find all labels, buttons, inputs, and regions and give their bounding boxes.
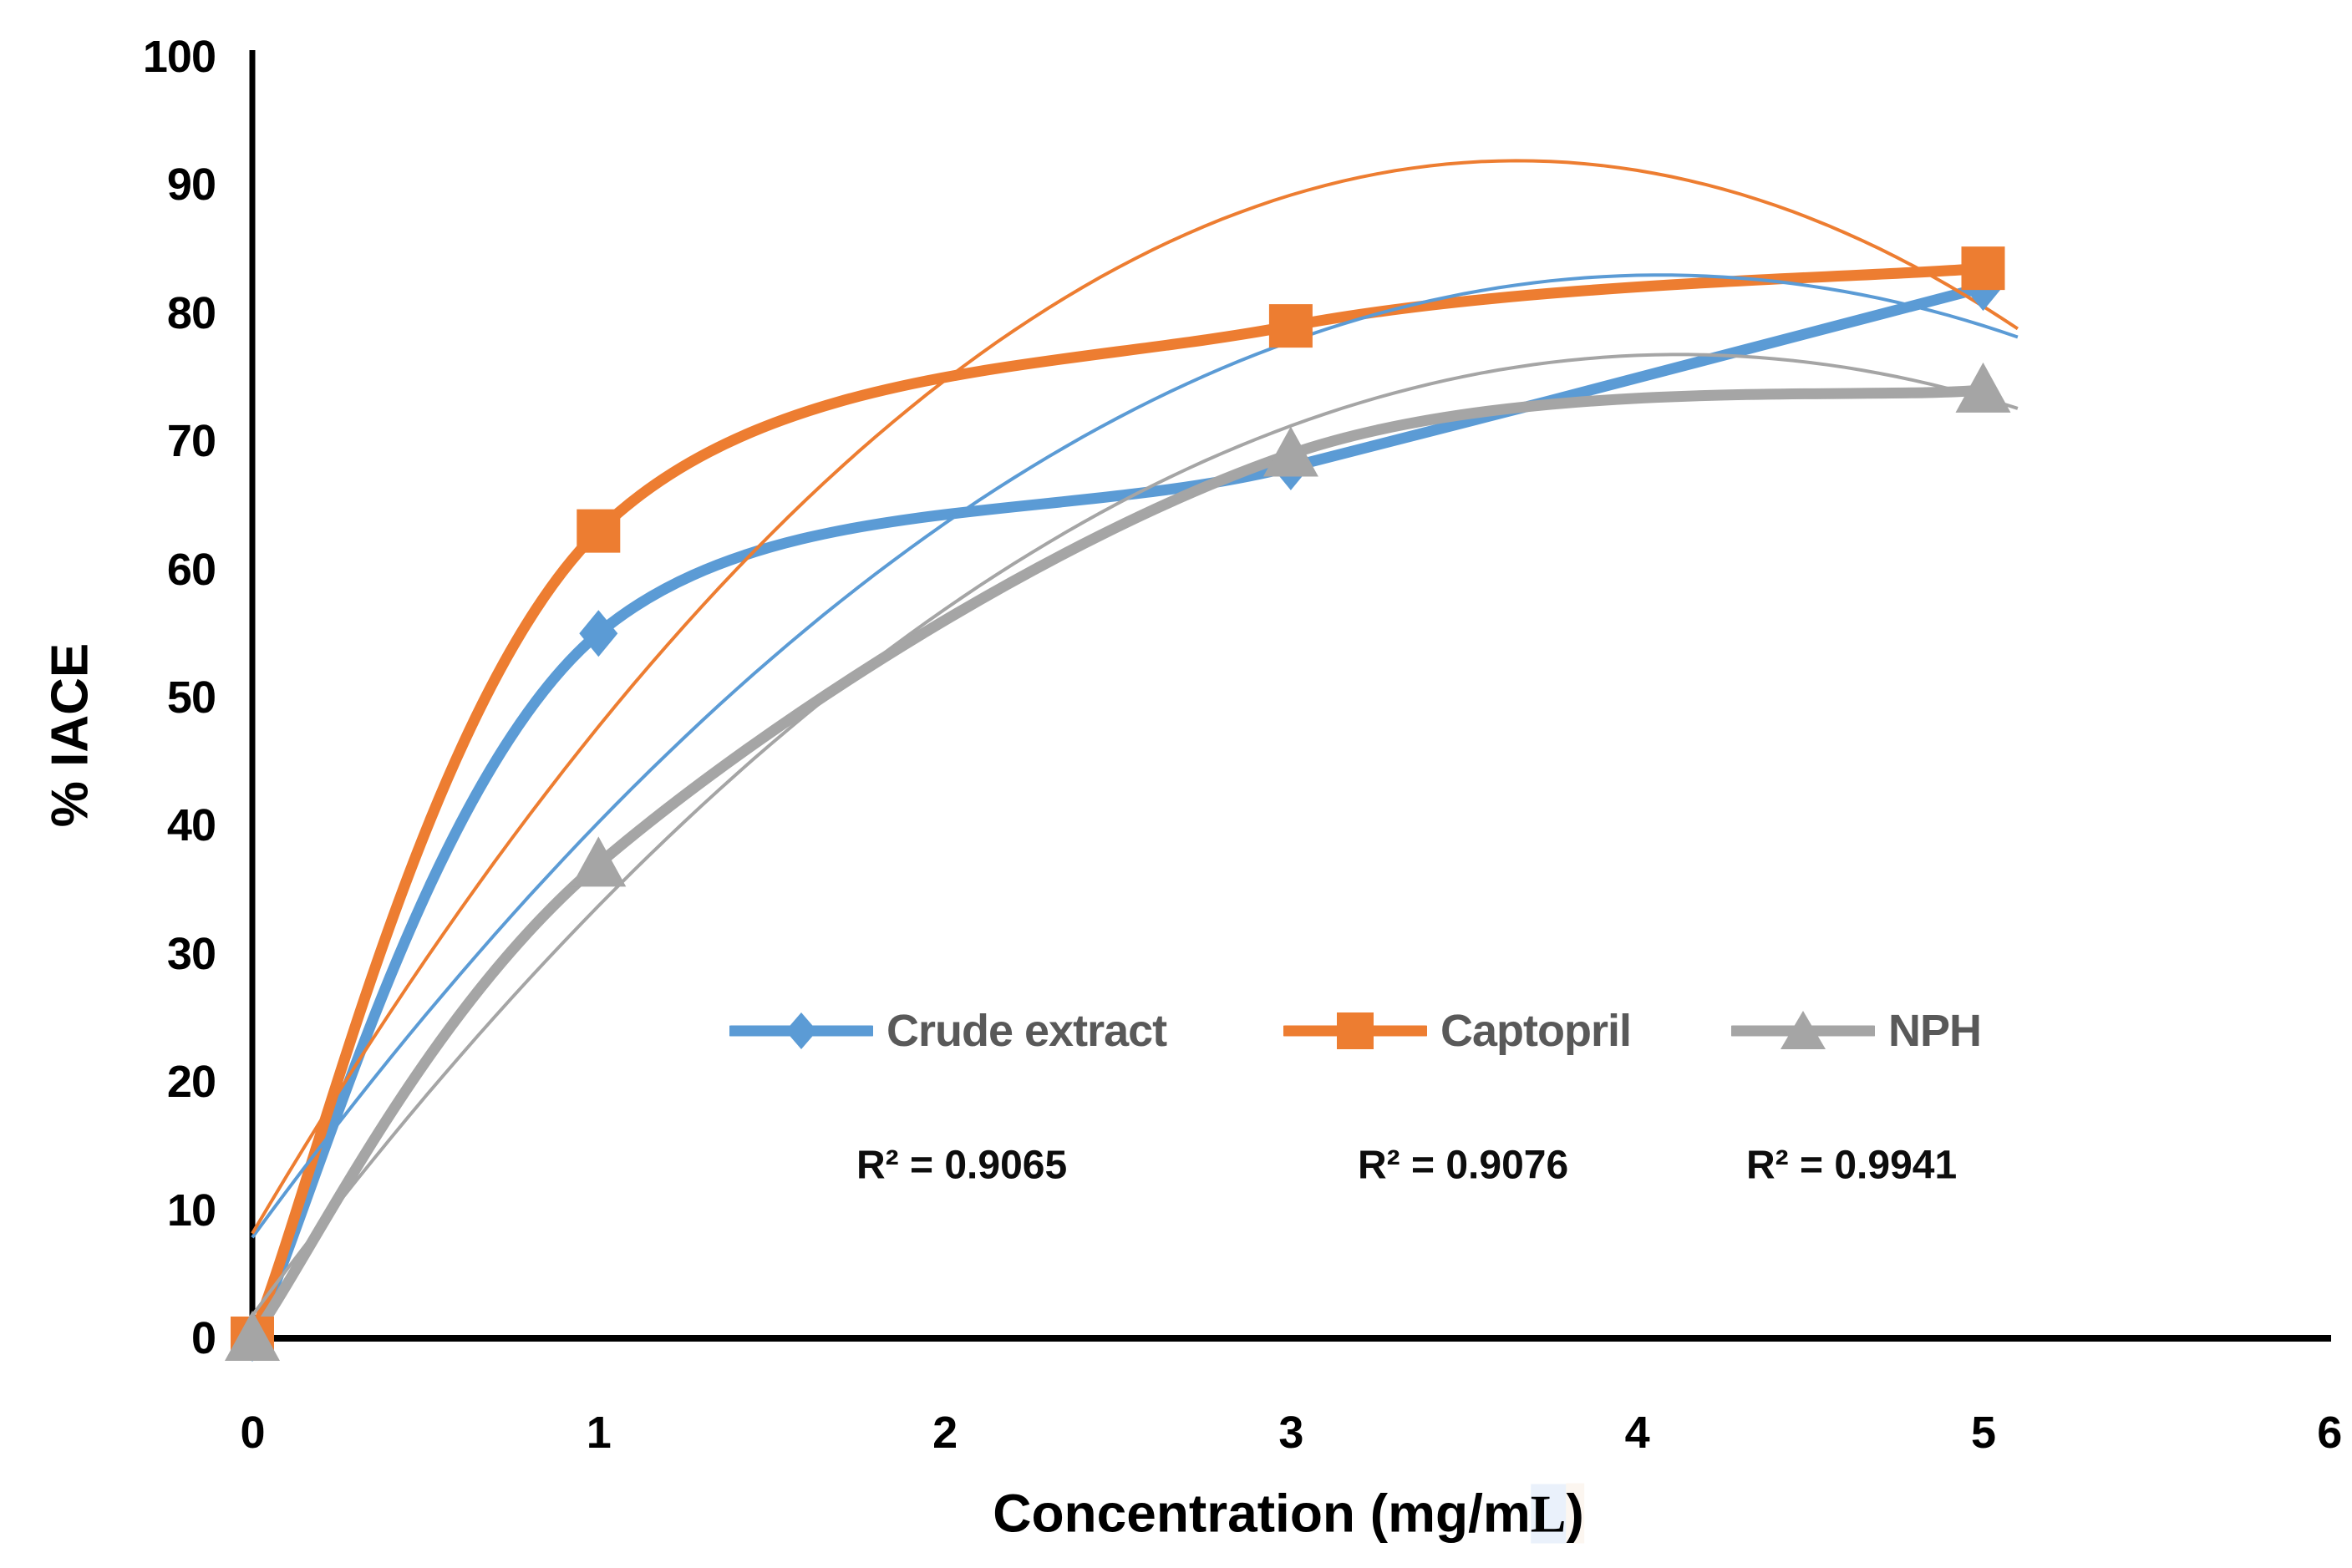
trendline-captopril bbox=[251, 159, 2019, 1235]
trendline-nph bbox=[251, 353, 2019, 1317]
legend-marker-nph-icon bbox=[1781, 1011, 1826, 1049]
y-tick-label-80: 80 bbox=[166, 287, 216, 338]
marker-captopril-x5 bbox=[1961, 246, 2005, 291]
marker-crude-extract-x1 bbox=[579, 610, 618, 657]
x-tick-label-3: 3 bbox=[1278, 1408, 1303, 1458]
legend-swatch-nph bbox=[1731, 1011, 1875, 1049]
y-tick-label-40: 40 bbox=[166, 800, 216, 851]
x-axis-title-unit-liter: L bbox=[1530, 1484, 1567, 1544]
marker-nph-x0 bbox=[225, 1311, 280, 1361]
legend-marker-crude-extract-icon bbox=[785, 1012, 817, 1049]
r-squared-nph: R² = 0.9941 bbox=[1746, 1143, 1958, 1188]
legend-item-crude-extract: Crude extract bbox=[729, 1004, 1167, 1058]
legend-marker-captopril-icon bbox=[1337, 1012, 1374, 1049]
marker-nph-x5 bbox=[1955, 362, 2011, 413]
legend-item-nph: NPH bbox=[1731, 1004, 1982, 1058]
x-tick-label-6: 6 bbox=[2317, 1408, 2342, 1458]
series-line-crude-extract bbox=[246, 282, 1989, 1344]
y-tick-label-50: 50 bbox=[166, 672, 216, 723]
legend-label-captopril: Captopril bbox=[1440, 1006, 1632, 1056]
x-tick-label-2: 2 bbox=[932, 1408, 958, 1458]
series-line-nph bbox=[246, 384, 1989, 1344]
y-tick-label-0: 0 bbox=[190, 1313, 216, 1363]
y-tick-label-90: 90 bbox=[166, 160, 216, 211]
trendline-crude-extract bbox=[251, 273, 2019, 1239]
y-tick-label-30: 30 bbox=[166, 928, 216, 979]
y-tick-label-100: 100 bbox=[142, 32, 216, 82]
y-tick-label-60: 60 bbox=[166, 544, 216, 595]
y-axis-title: % IACE bbox=[41, 642, 99, 828]
x-tick-label-4: 4 bbox=[1624, 1408, 1650, 1458]
x-axis-title-close-paren: ) bbox=[1566, 1483, 1584, 1544]
marker-captopril-x3 bbox=[1268, 304, 1313, 348]
marker-captopril-x1 bbox=[577, 509, 621, 553]
x-tick-label-1: 1 bbox=[586, 1408, 612, 1458]
legend-swatch-crude-extract bbox=[729, 1012, 873, 1049]
legend-item-captopril: Captopril bbox=[1283, 1004, 1632, 1058]
r-squared-captopril: R² = 0.9076 bbox=[1358, 1143, 1569, 1188]
x-axis-title-text: Concentration (mg/m bbox=[993, 1483, 1531, 1544]
x-tick-label-0: 0 bbox=[240, 1408, 265, 1458]
series-line-captopril bbox=[246, 262, 1989, 1344]
marker-nph-x1 bbox=[571, 836, 627, 887]
y-tick-label-20: 20 bbox=[166, 1057, 216, 1108]
y-tick-label-10: 10 bbox=[166, 1185, 216, 1236]
legend-swatch-captopril bbox=[1283, 1012, 1427, 1049]
r-squared-crude-extract: R² = 0.9065 bbox=[856, 1143, 1068, 1188]
legend-label-nph: NPH bbox=[1888, 1006, 1982, 1056]
legend-label-crude-extract: Crude extract bbox=[886, 1006, 1167, 1056]
x-tick-label-5: 5 bbox=[1970, 1408, 1996, 1458]
y-tick-label-70: 70 bbox=[166, 416, 216, 467]
x-axis-title: Concentration (mg/mL) bbox=[993, 1483, 1584, 1545]
marker-nph-x3 bbox=[1262, 426, 1318, 477]
